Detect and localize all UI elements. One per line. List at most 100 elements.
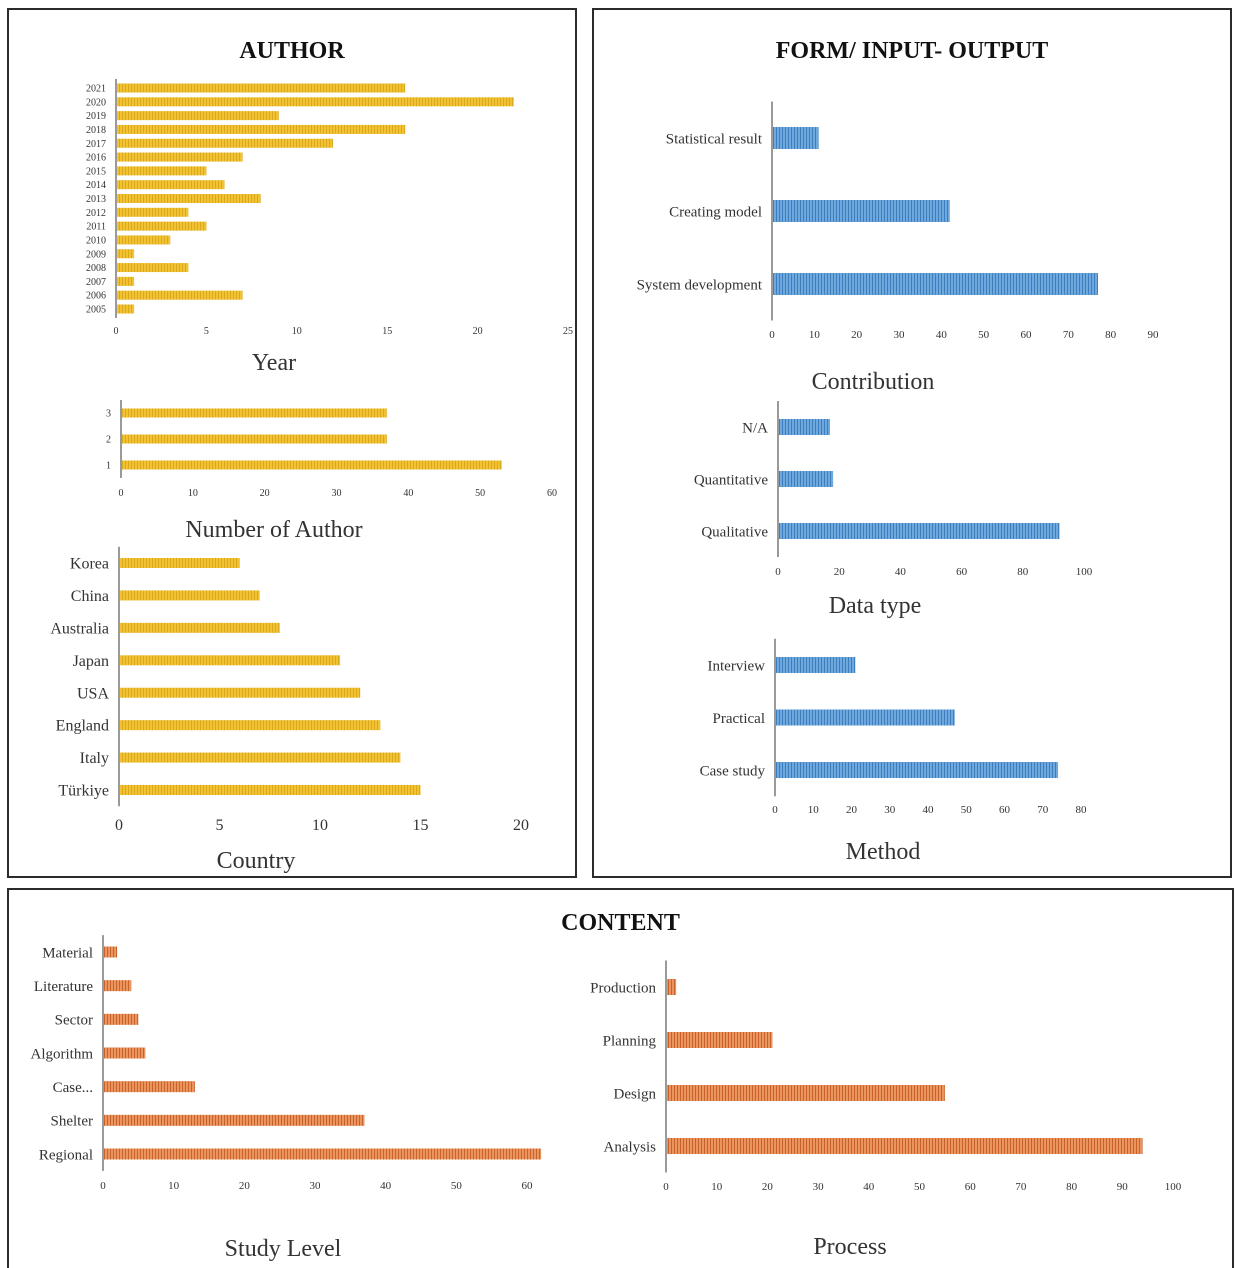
year-category-label: 2021: [86, 84, 106, 95]
studylevel-bar: [104, 1047, 146, 1059]
datatype-tick-label: 20: [834, 566, 846, 578]
country-axis-title: Country: [217, 848, 296, 874]
contribution-tick-label: 70: [1063, 329, 1075, 341]
year-bar: [117, 194, 261, 203]
process-bar: [667, 1138, 1143, 1154]
studylevel-category-label: Sector: [55, 1013, 93, 1029]
authors-bar: [122, 434, 387, 444]
contribution-tick-label: 30: [894, 329, 906, 341]
country-category-label: USA: [77, 685, 109, 702]
process-tick-label: 70: [1015, 1181, 1027, 1193]
process-tick-label: 100: [1165, 1181, 1182, 1193]
country-bar: [120, 558, 240, 568]
country-category-label: China: [71, 588, 109, 605]
datatype-tick-label: 80: [1017, 566, 1029, 578]
year-axis-title: Year: [252, 350, 296, 376]
country-category-label: Australia: [50, 620, 109, 637]
country-bar: [120, 655, 341, 666]
method-category-label: Case study: [700, 763, 766, 779]
country-bar: [120, 590, 260, 601]
authors-bar: [122, 408, 387, 418]
country-tick-label: 10: [312, 817, 328, 834]
year-category-label: 2012: [86, 208, 106, 219]
year-bar: [117, 235, 171, 245]
process-category-label: Planning: [603, 1033, 657, 1049]
datatype-bar: [779, 419, 831, 435]
country-category-label: Japan: [73, 653, 109, 670]
year-tick-label: 25: [563, 326, 573, 337]
studylevel-bar: [104, 1013, 139, 1025]
year-bar: [117, 124, 406, 134]
year-category-label: 2016: [86, 153, 106, 164]
studylevel-tick-label: 40: [380, 1180, 392, 1192]
process-axis-title: Process: [813, 1234, 886, 1260]
authors-tick-label: 0: [119, 488, 124, 499]
contribution-tick-label: 60: [1021, 329, 1033, 341]
year-bar: [117, 221, 207, 231]
contribution-tick-label: 10: [809, 329, 821, 341]
process-tick-label: 20: [762, 1181, 774, 1193]
process-tick-label: 40: [863, 1181, 875, 1193]
method-tick-label: 10: [808, 804, 820, 816]
method-axis-title: Method: [846, 839, 921, 865]
method-bar: [776, 657, 856, 673]
country-bar: [120, 720, 381, 731]
studylevel-category-label: Literature: [34, 979, 93, 995]
authors-tick-label: 30: [332, 488, 342, 499]
year-tick-label: 15: [382, 326, 392, 337]
country-bar: [120, 622, 280, 633]
contribution-category-label: System development: [637, 277, 763, 293]
year-bar: [117, 290, 243, 300]
content-panel-title: CONTENT: [561, 910, 680, 936]
studylevel-tick-label: 30: [310, 1180, 322, 1192]
year-bar: [117, 97, 514, 107]
authors-axis-title: Number of Author: [185, 517, 362, 543]
studylevel-category-label: Shelter: [51, 1114, 94, 1130]
datatype-tick-label: 40: [895, 566, 907, 578]
year-bar: [117, 180, 225, 190]
year-tick-label: 10: [292, 326, 302, 337]
process-tick-label: 90: [1117, 1181, 1129, 1193]
year-category-label: 2018: [86, 125, 106, 136]
studylevel-bar: [104, 946, 118, 958]
studylevel-tick-label: 10: [168, 1180, 180, 1192]
studylevel-tick-label: 60: [522, 1180, 534, 1192]
method-bar: [776, 762, 1059, 778]
contribution-category-label: Statistical result: [666, 131, 763, 147]
process-category-label: Design: [614, 1086, 657, 1102]
authors-tick-label: 50: [475, 488, 485, 499]
method-tick-label: 70: [1037, 804, 1049, 816]
studylevel-axis-title: Study Level: [225, 1236, 342, 1262]
year-tick-label: 0: [114, 326, 119, 337]
process-tick-label: 0: [663, 1181, 669, 1193]
authors-category-label: 2: [106, 435, 111, 446]
authors-tick-label: 10: [188, 488, 198, 499]
country-tick-label: 0: [115, 817, 123, 834]
authors-tick-label: 20: [260, 488, 270, 499]
year-category-label: 2020: [86, 97, 106, 108]
year-bar: [117, 152, 243, 162]
content-panel: CONTENT: [7, 888, 1234, 1268]
contribution-bar: [773, 273, 1098, 295]
year-bar: [117, 138, 333, 148]
year-category-label: 2007: [86, 277, 106, 288]
year-category-label: 2017: [86, 139, 106, 150]
datatype-tick-label: 0: [775, 566, 781, 578]
country-tick-label: 15: [413, 817, 429, 834]
authors-bar: [122, 460, 502, 470]
contribution-tick-label: 40: [936, 329, 948, 341]
author-panel-title: AUTHOR: [239, 38, 345, 64]
studylevel-category-label: Material: [42, 945, 93, 961]
authors-tick-label: 60: [547, 488, 557, 499]
year-category-label: 2015: [86, 166, 106, 177]
year-category-label: 2009: [86, 249, 106, 260]
method-tick-label: 60: [999, 804, 1011, 816]
contribution-tick-label: 0: [769, 329, 775, 341]
process-tick-label: 50: [914, 1181, 926, 1193]
country-category-label: Korea: [70, 556, 109, 573]
country-bar: [120, 687, 361, 698]
process-bar: [667, 1085, 945, 1101]
contribution-tick-label: 20: [851, 329, 863, 341]
year-bar: [117, 249, 135, 259]
